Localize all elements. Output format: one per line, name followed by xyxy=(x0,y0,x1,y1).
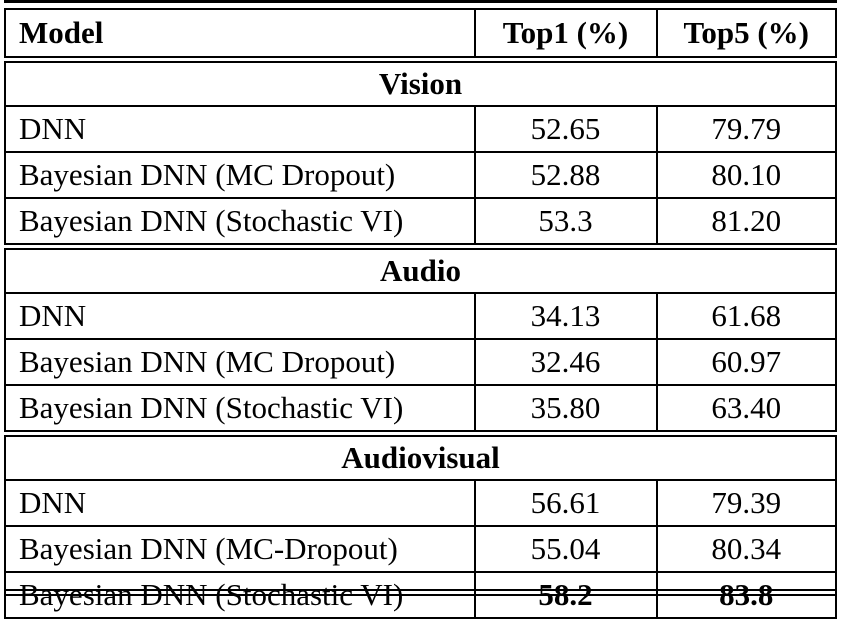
top5-cell: 79.79 xyxy=(655,105,837,153)
section-header: Audio xyxy=(4,243,837,294)
top1-cell: 56.61 xyxy=(473,479,658,527)
top1-cell: 53.3 xyxy=(473,197,658,248)
model-cell: Bayesian DNN (MC-Dropout) xyxy=(4,525,476,573)
model-cell: DNN xyxy=(4,292,476,340)
top1-cell: 32.46 xyxy=(473,338,658,386)
table-row: Bayesian DNN (MC-Dropout) 55.04 80.34 xyxy=(4,525,837,573)
table-row: Bayesian DNN (Stochastic VI) 58.2 83.8 xyxy=(4,571,837,619)
top1-cell: 34.13 xyxy=(473,292,658,340)
top1-cell: 55.04 xyxy=(473,525,658,573)
table-row: Bayesian DNN (MC Dropout) 32.46 60.97 xyxy=(4,338,837,386)
top1-cell: 35.80 xyxy=(473,384,658,435)
top5-cell: 83.8 xyxy=(655,571,837,619)
section-header: Vision xyxy=(4,56,837,107)
table-row: DNN 56.61 79.39 xyxy=(4,479,837,527)
col-header-top1: Top1 (%) xyxy=(473,8,658,61)
top5-cell: 61.68 xyxy=(655,292,837,340)
model-cell: DNN xyxy=(4,105,476,153)
table-row: Bayesian DNN (Stochastic VI) 53.3 81.20 xyxy=(4,197,837,248)
top5-cell: 60.97 xyxy=(655,338,837,386)
section-header: Audiovisual xyxy=(4,430,837,481)
top5-cell: 63.40 xyxy=(655,384,837,435)
top1-cell: 58.2 xyxy=(473,571,658,619)
section-row-audiovisual: Audiovisual xyxy=(4,430,837,481)
model-cell: Bayesian DNN (MC Dropout) xyxy=(4,151,476,199)
top1-cell: 52.88 xyxy=(473,151,658,199)
table-row: DNN 34.13 61.68 xyxy=(4,292,837,340)
table-frame: Model Top1 (%) Top5 (%) Vision DNN 52.65… xyxy=(4,0,837,619)
model-cell: Bayesian DNN (Stochastic VI) xyxy=(4,197,476,248)
header-row: Model Top1 (%) Top5 (%) xyxy=(4,8,837,61)
table-row: Bayesian DNN (Stochastic VI) 35.80 63.40 xyxy=(4,384,837,435)
col-header-model: Model xyxy=(4,8,476,61)
table-page: Model Top1 (%) Top5 (%) Vision DNN 52.65… xyxy=(4,0,837,619)
top1-cell: 52.65 xyxy=(473,105,658,153)
model-cell: Bayesian DNN (Stochastic VI) xyxy=(4,384,476,435)
top5-cell: 81.20 xyxy=(655,197,837,248)
section-row-vision: Vision xyxy=(4,56,837,107)
model-cell: DNN xyxy=(4,479,476,527)
model-cell: Bayesian DNN (Stochastic VI) xyxy=(4,571,476,619)
table-row: Bayesian DNN (MC Dropout) 52.88 80.10 xyxy=(4,151,837,199)
top5-cell: 80.34 xyxy=(655,525,837,573)
section-row-audio: Audio xyxy=(4,243,837,294)
table-row: DNN 52.65 79.79 xyxy=(4,105,837,153)
col-header-top5: Top5 (%) xyxy=(655,8,837,61)
results-table: Model Top1 (%) Top5 (%) Vision DNN 52.65… xyxy=(4,8,837,619)
top5-cell: 79.39 xyxy=(655,479,837,527)
model-cell: Bayesian DNN (MC Dropout) xyxy=(4,338,476,386)
top5-cell: 80.10 xyxy=(655,151,837,199)
